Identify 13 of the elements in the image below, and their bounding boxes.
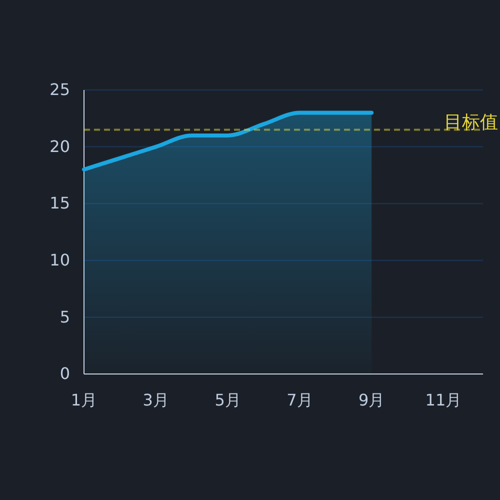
y-tick-label: 5 [60,307,70,326]
x-tick-label: 11月 [425,390,462,410]
x-tick-label: 7月 [286,390,313,410]
y-tick-label: 15 [50,194,70,213]
x-tick-label: 1月 [70,390,98,410]
y-tick-label: 0 [60,364,70,384]
y-tick-label: 20 [50,136,70,156]
y-tick-label: 10 [50,250,70,270]
y-tick-label: 25 [50,80,70,100]
x-tick-label: 9月 [358,390,385,410]
x-tick-label: 3月 [142,390,169,410]
ref-line-label: 目标值 [444,112,498,133]
x-tick-label: 5月 [214,390,241,410]
